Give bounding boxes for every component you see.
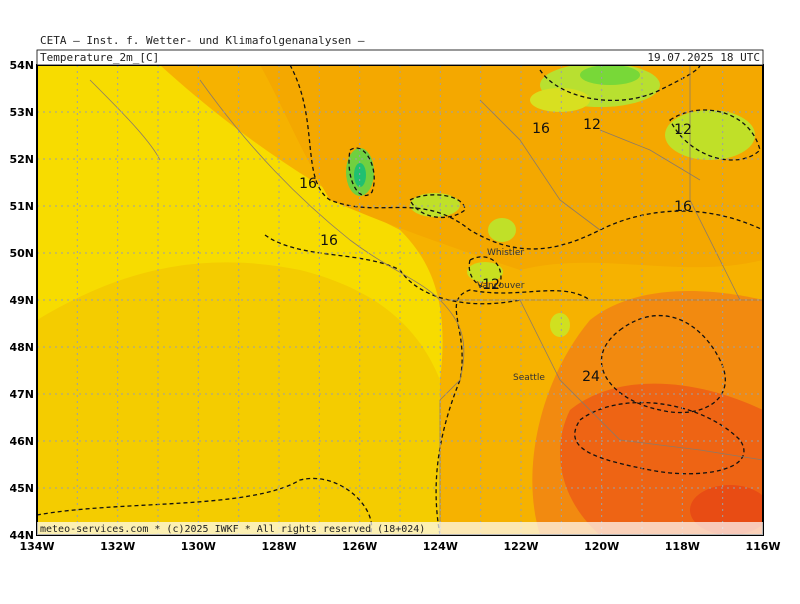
lon-label: 126W (342, 540, 377, 553)
lat-label: 52N (9, 153, 34, 166)
lon-label: 118W (665, 540, 700, 553)
contour-label: 12 (482, 277, 500, 293)
city-label: Whistler (487, 248, 524, 258)
lon-label: 128W (261, 540, 296, 553)
lat-label: 46N (9, 435, 34, 448)
lat-label: 48N (9, 341, 34, 354)
contour-label: 24 (582, 369, 600, 385)
city-label: Vancouver (477, 281, 525, 291)
lon-label: 132W (100, 540, 135, 553)
title-bar (36, 49, 764, 66)
lat-label: 50N (9, 247, 34, 260)
lon-label: 124W (423, 540, 458, 553)
lon-label: 116W (745, 540, 780, 553)
footer-bar (37, 522, 763, 535)
contour-label: 12 (674, 122, 692, 138)
graticule (37, 65, 763, 535)
contour-label: 12 (583, 117, 601, 133)
temperature-field (37, 65, 763, 535)
lat-label: 49N (9, 294, 34, 307)
contour-label: 16 (674, 199, 692, 215)
lat-label: 53N (9, 106, 34, 119)
field-title: Temperature_2m_[C] (40, 51, 159, 64)
valid-time: 19.07.2025 18 UTC (647, 51, 760, 64)
lat-label: 51N (9, 200, 34, 213)
lon-label: 134W (19, 540, 54, 553)
contour-label: 16 (299, 176, 317, 192)
lat-label: 44N (9, 529, 34, 542)
source-line: CETA — Inst. f. Wetter- und Klimafolgena… (40, 34, 365, 47)
contour-label: 16 (320, 233, 338, 249)
lat-label: 45N (9, 482, 34, 495)
lat-label: 54N (9, 59, 34, 72)
city-label: Seattle (513, 373, 545, 383)
lon-label: 130W (181, 540, 216, 553)
lat-label: 47N (9, 388, 34, 401)
contour-label: 16 (532, 121, 550, 137)
lon-label: 120W (584, 540, 619, 553)
footer: meteo-services.com * (c)2025 IWKF * All … (40, 524, 425, 535)
lon-label: 122W (503, 540, 538, 553)
